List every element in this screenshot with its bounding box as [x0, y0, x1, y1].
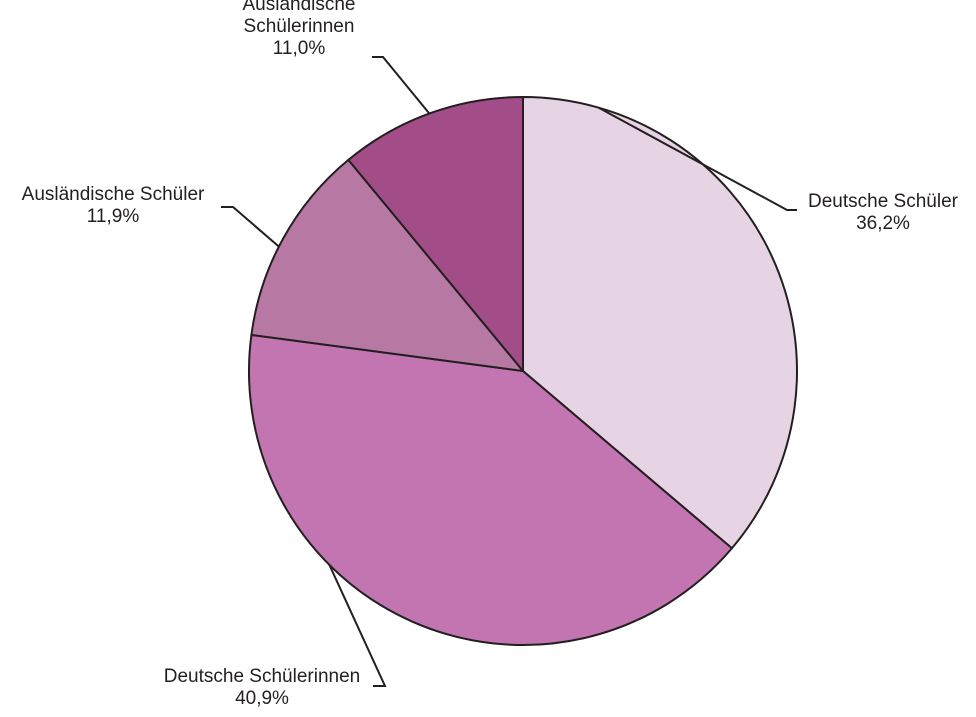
slice-name-label: Ausländische [242, 0, 355, 15]
leader-line [372, 56, 431, 115]
leader-line [221, 206, 280, 248]
slice-value-label: 11,0% [273, 38, 326, 59]
leader-lines [221, 56, 797, 687]
pie-slice [347, 96, 524, 372]
pie-slice [522, 96, 798, 550]
slice-name-label: Deutsche Schüler [808, 191, 959, 212]
pie-slice [248, 333, 733, 646]
slice-value-label: 11,9% [87, 206, 140, 227]
slice-name-label: Deutsche Schülerinnen [164, 666, 360, 687]
pie-slice [250, 158, 524, 372]
slice-name-label: Ausländische Schüler [22, 184, 205, 205]
slice-value-label: 36,2% [856, 213, 910, 234]
slice-value-label: 40,9% [235, 688, 289, 709]
pie-slices [248, 96, 798, 646]
leader-line [328, 564, 387, 687]
slice-name-label: Schülerinnen [244, 16, 355, 37]
leader-line [598, 106, 797, 211]
